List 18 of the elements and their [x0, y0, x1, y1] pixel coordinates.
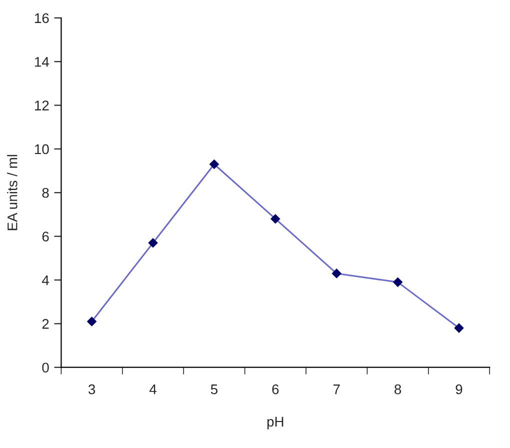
x-tick-label: 7: [333, 384, 340, 394]
y-tick-label: 16: [35, 13, 49, 24]
y-tick-label: 10: [35, 144, 49, 154]
y-tick-label: 14: [35, 57, 49, 67]
y-tick-label: 4: [42, 275, 49, 286]
y-tick-label: 8: [42, 188, 49, 198]
x-tick-label: 8: [394, 384, 402, 394]
x-axis-title: pH: [267, 416, 284, 430]
y-tick-label: 12: [35, 100, 49, 110]
y-tick-label: 0: [42, 362, 49, 373]
y-tick-label: 6: [42, 232, 49, 242]
x-tick-label: 4: [149, 384, 156, 394]
x-tick-label: 5: [210, 384, 218, 394]
x-tick-label: 3: [88, 384, 96, 394]
x-tick-label: 9: [456, 384, 462, 394]
y-tick-label: 2: [42, 319, 49, 329]
y-axis-title: EA units / ml: [7, 154, 18, 230]
x-tick-label: 6: [272, 384, 279, 394]
